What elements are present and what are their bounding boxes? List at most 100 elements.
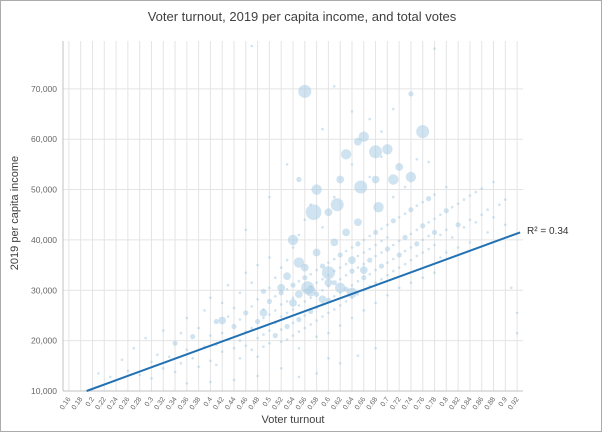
data-point [279,266,283,269]
data-point [315,372,318,375]
data-point [492,216,495,219]
data-point [392,243,395,247]
chart-title: Voter turnout, 2019 per capita income, a… [147,9,457,24]
data-point [303,314,307,317]
data-point [303,218,307,222]
data-point [274,309,277,312]
data-point [354,180,368,194]
data-point [150,360,153,364]
data-point [421,200,425,204]
data-point [498,203,501,206]
data-point [333,195,336,199]
data-point [138,373,141,377]
data-point [462,226,466,229]
data-point [384,246,390,252]
svg-text:0.4: 0.4 [203,396,214,408]
data-point [362,251,366,254]
data-point [272,333,278,339]
data-point [380,130,383,133]
data-point [374,254,377,258]
data-point [427,247,430,251]
data-point [409,232,413,236]
data-point [285,258,289,262]
data-point [120,358,124,362]
data-point [415,204,419,207]
data-point [342,228,350,237]
svg-text:0.64: 0.64 [342,396,356,411]
data-point [403,212,407,215]
data-point [337,252,343,258]
data-point [315,335,318,338]
data-point [354,218,362,227]
data-point [402,234,408,240]
data-point [445,228,448,232]
data-point [296,316,302,323]
data-point [374,243,377,247]
data-point [285,311,289,315]
data-point [456,246,460,249]
data-point [256,374,259,378]
data-point [392,269,395,273]
data-point [297,233,301,237]
data-point [297,375,301,379]
svg-text:60,000: 60,000 [31,134,57,144]
data-point [268,286,271,290]
data-point [126,369,130,373]
data-point [266,298,272,304]
data-point [279,328,283,331]
y-axis-title: 2019 per capita income [9,155,21,271]
svg-text:0.34: 0.34 [165,396,179,411]
data-point [97,372,100,375]
data-point [256,298,259,301]
data-point [396,252,402,258]
data-point [197,365,200,369]
data-point [335,282,346,293]
data-point [374,346,377,350]
svg-text:0.74: 0.74 [401,396,415,411]
data-point [256,355,259,359]
data-point [344,300,348,303]
data-point [356,254,360,258]
data-point [150,377,153,380]
data-point [209,359,212,363]
data-point [209,296,212,300]
data-point [209,380,212,384]
data-point [474,190,478,194]
svg-text:0.84: 0.84 [460,396,474,411]
data-point [386,273,389,277]
data-point [285,163,289,166]
data-point [368,272,372,276]
data-point [338,304,342,307]
data-point [509,286,513,290]
data-point [231,323,237,330]
svg-text:0.76: 0.76 [413,396,427,411]
data-point [213,318,219,325]
data-point [278,290,284,296]
data-point [268,256,271,259]
data-point [324,208,333,217]
svg-text:0.28: 0.28 [130,396,144,411]
data-point [162,367,165,370]
data-point [226,283,230,287]
data-point [289,299,297,307]
data-point [243,310,249,316]
data-point [382,144,393,155]
data-point [330,238,339,247]
svg-text:0.5: 0.5 [262,396,273,408]
data-point [480,213,484,216]
data-point [209,334,212,337]
data-point [359,266,368,274]
x-axis-title: Voter turnout [261,414,325,426]
data-point [358,131,369,142]
data-point [167,355,171,359]
data-point [298,84,312,98]
data-point [293,257,305,268]
data-point [348,256,356,264]
data-point [156,353,159,357]
data-point [250,281,253,285]
data-point [480,187,484,190]
data-point [260,288,267,294]
data-point [215,363,218,367]
svg-text:0.7: 0.7 [380,396,391,408]
data-point [285,300,289,303]
